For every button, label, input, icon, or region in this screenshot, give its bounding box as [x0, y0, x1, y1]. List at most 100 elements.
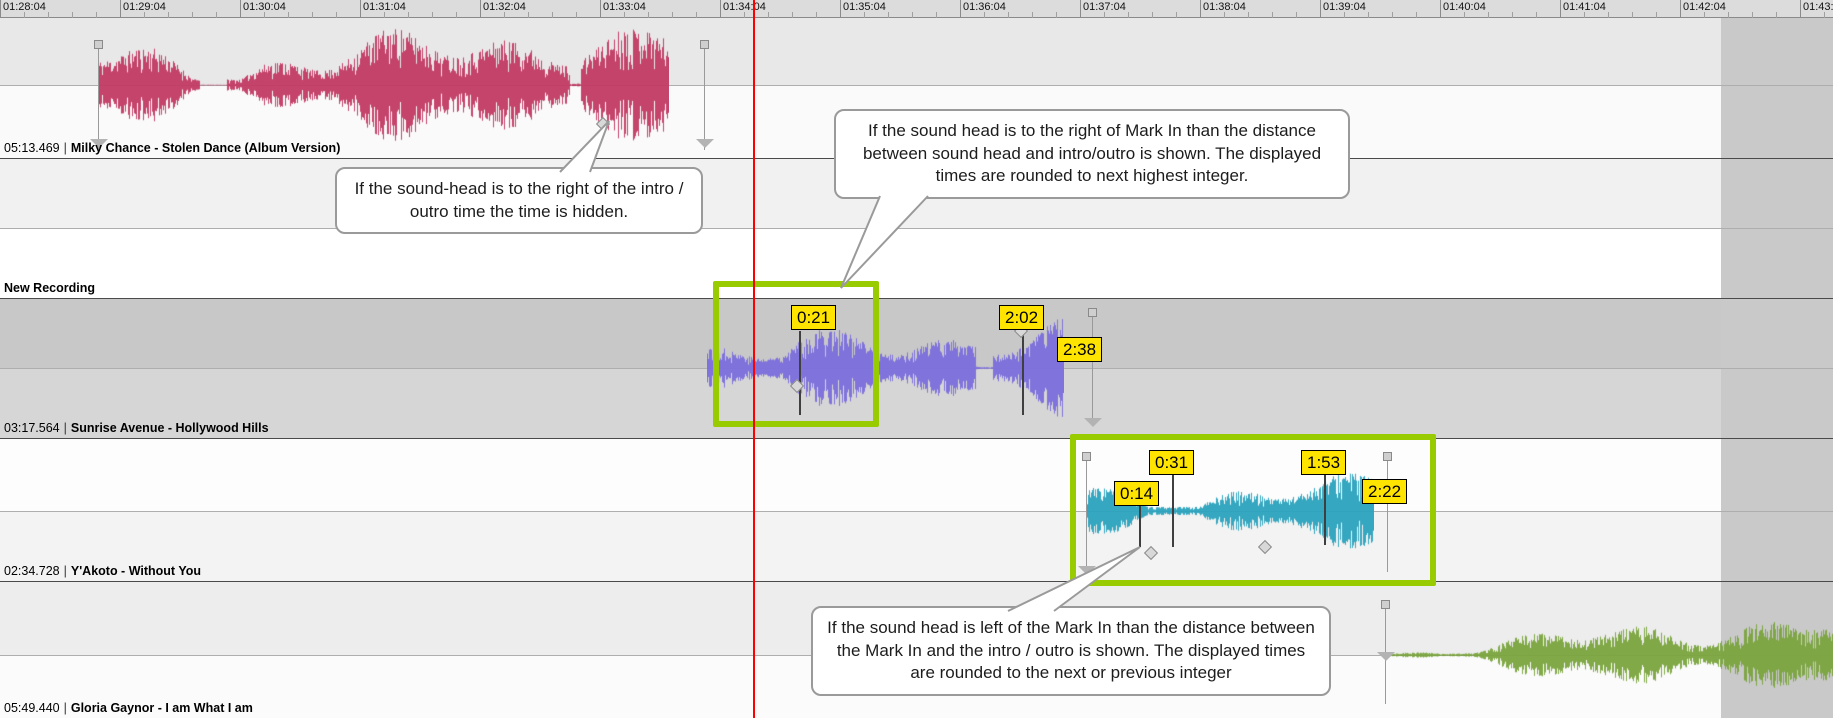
ruler-tick: [1680, 0, 1681, 18]
ruler-tick-minor: [168, 12, 169, 18]
ruler-tick-minor: [1824, 12, 1825, 18]
ruler-tick-minor: [792, 12, 793, 18]
cue-handle[interactable]: [1088, 308, 1097, 317]
ruler-tick-minor: [864, 12, 865, 18]
timeline-ruler[interactable]: 01:28:04 01:29:04 01:30:04 01:31:04 01:32:04…: [0, 0, 1833, 18]
ruler-tick: [600, 0, 601, 18]
ruler-label: 01:28:04: [3, 1, 46, 13]
cue-handle[interactable]: [1082, 452, 1091, 461]
item-bound-line[interactable]: [1387, 452, 1388, 572]
label-separator: |: [63, 421, 67, 435]
waveform-sunrise-avenue[interactable]: [707, 318, 1064, 418]
mark-in-stem[interactable]: [1139, 505, 1141, 547]
ruler-tick-minor: [48, 12, 49, 18]
label-separator: |: [63, 701, 67, 715]
ruler-label: 01:31:04: [363, 1, 406, 13]
fade-handle[interactable]: [1377, 652, 1395, 661]
outro-marker-stem[interactable]: [1324, 475, 1326, 545]
ruler-tick-minor: [1152, 12, 1153, 18]
ruler-label: 01:29:04: [123, 1, 166, 13]
fade-handle[interactable]: [90, 139, 108, 148]
ruler-tick: [840, 0, 841, 18]
cue-handle[interactable]: [94, 40, 103, 49]
ruler-tick-minor: [1104, 12, 1105, 18]
ruler-tick: [480, 0, 481, 18]
fade-handle[interactable]: [696, 139, 714, 148]
ruler-tick-minor: [72, 12, 73, 18]
item-bound-line[interactable]: [1086, 452, 1087, 572]
highlight-box-intro: [713, 281, 879, 427]
ruler-tick-minor: [144, 12, 145, 18]
item-bound-line[interactable]: [1092, 308, 1093, 426]
ruler-tick: [1320, 0, 1321, 18]
playhead[interactable]: [753, 0, 755, 718]
ruler-tick-minor: [1416, 12, 1417, 18]
ruler-tick-minor: [1656, 12, 1657, 18]
time-badge: 0:21: [791, 305, 837, 331]
time-badge: 0:31: [1149, 450, 1195, 476]
cue-handle[interactable]: [1381, 600, 1390, 609]
callout-left-of-markin: If the sound head is left of the Mark In…: [811, 606, 1331, 696]
fade-handle[interactable]: [1084, 418, 1102, 427]
ruler-label: 01:32:04: [483, 1, 526, 13]
item-label-milky-chance: 05:13.469 | Milky Chance - Stolen Dance (A…: [4, 141, 340, 155]
waveform-centerline: [0, 85, 1833, 86]
cue-handle[interactable]: [1383, 452, 1392, 461]
label-separator: |: [63, 141, 67, 155]
item-bound-line[interactable]: [704, 40, 705, 150]
ruler-tick-minor: [432, 12, 433, 18]
track-separator: [0, 581, 1833, 582]
ruler-label: 01:40:04: [1443, 1, 1486, 13]
item-title: Milky Chance - Stolen Dance (Album Versi…: [70, 141, 341, 155]
ruler-tick-minor: [672, 12, 673, 18]
item-label-gloria-gaynor: 05:49.440 | Gloria Gaynor - I am What I am: [4, 701, 253, 715]
ruler-tick-minor: [1128, 12, 1129, 18]
ruler-tick-minor: [696, 12, 697, 18]
cue-handle[interactable]: [700, 40, 709, 49]
ruler-tick: [1560, 0, 1561, 18]
ruler-tick-minor: [1728, 12, 1729, 18]
item-title: Gloria Gaynor - I am What I am: [70, 701, 253, 715]
ruler-tick-minor: [1536, 12, 1537, 18]
highlight-box-markin: [1070, 434, 1436, 586]
ruler-label: 01:42:04: [1683, 1, 1726, 13]
ruler-tick-minor: [264, 12, 265, 18]
ruler-tick-minor: [1464, 12, 1465, 18]
item-duration: 05:13.469: [4, 141, 60, 155]
item-title: Sunrise Avenue - Hollywood Hills: [70, 421, 269, 435]
ruler-tick-minor: [24, 12, 25, 18]
track-row-yakoto[interactable]: [0, 438, 1833, 581]
ruler-tick-minor: [552, 12, 553, 18]
waveform-gloria-gaynor[interactable]: [1385, 618, 1833, 692]
ruler-tick-minor: [216, 12, 217, 18]
ruler-tick-minor: [1344, 12, 1345, 18]
outro-marker-stem[interactable]: [1022, 331, 1024, 415]
ruler-tick-minor: [1224, 12, 1225, 18]
waveform-centerline: [0, 511, 1833, 512]
intro-marker-stem[interactable]: [1172, 475, 1174, 547]
ruler-tick: [240, 0, 241, 18]
ruler-tick-minor: [408, 12, 409, 18]
ruler-tick-minor: [576, 12, 577, 18]
item-duration: 03:17.564: [4, 421, 60, 435]
ruler-tick: [1200, 0, 1201, 18]
intro-marker-stem[interactable]: [799, 331, 801, 415]
callout-text: If the sound head is left of the Mark In…: [827, 618, 1315, 683]
ruler-tick-minor: [984, 12, 985, 18]
ruler-tick-minor: [192, 12, 193, 18]
waveform-milky-chance[interactable]: [99, 27, 669, 143]
ruler-label: 01:39:04: [1323, 1, 1366, 13]
item-bound-line[interactable]: [98, 40, 99, 150]
waveform-centerline: [0, 228, 1833, 229]
ruler-tick-minor: [1632, 12, 1633, 18]
ruler-tick-minor: [648, 12, 649, 18]
callout-hidden-time: If the sound-head is to the right of the…: [335, 167, 703, 235]
ruler-tick-minor: [624, 12, 625, 18]
track-bg-bottom: [0, 511, 1833, 581]
ruler-label: 01:43:04: [1803, 1, 1833, 13]
item-duration: 05:49.440: [4, 701, 60, 715]
callout-text: If the sound-head is to the right of the…: [354, 179, 684, 221]
item-label-sunrise-avenue: 03:17.564 | Sunrise Avenue - Hollywood Hil…: [4, 421, 269, 435]
ruler-tick-minor: [1296, 12, 1297, 18]
